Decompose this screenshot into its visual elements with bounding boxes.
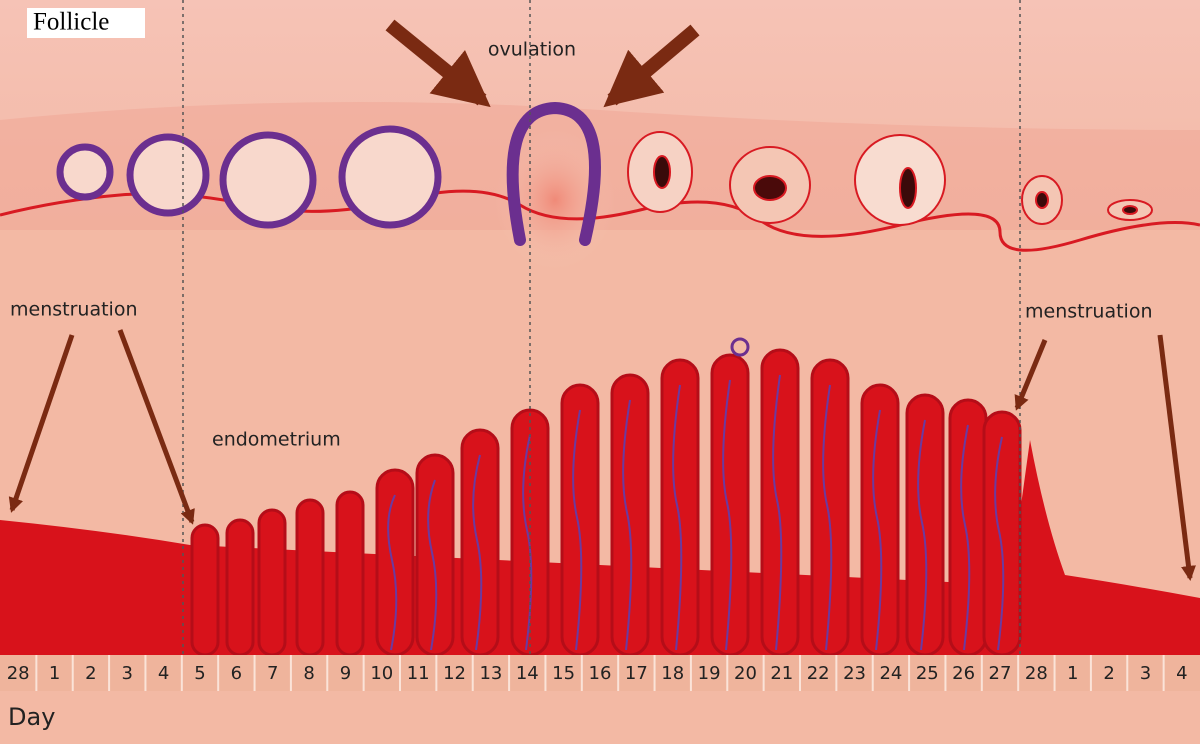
day-label: 9	[340, 663, 351, 684]
day-label: 1	[49, 663, 60, 684]
day-label: 28	[7, 663, 30, 684]
day-label: 4	[158, 663, 169, 684]
corpus-albicans-core	[1122, 205, 1138, 215]
ovary-surface	[0, 189, 1200, 252]
day-label: 21	[770, 663, 793, 684]
follicle	[338, 125, 442, 229]
corpus-luteum-core	[753, 175, 787, 201]
ovulation-label: ovulation	[488, 39, 576, 61]
blood-vessel	[994, 436, 1005, 651]
blood-vessel	[960, 424, 971, 651]
day-label: 16	[589, 663, 612, 684]
day-label: 8	[303, 663, 314, 684]
follicle	[219, 131, 317, 229]
day-label: 2	[1103, 663, 1114, 684]
blood-vessel	[427, 479, 438, 651]
follicle	[56, 143, 114, 201]
endometrium-gland	[225, 518, 255, 657]
arrow	[1014, 339, 1048, 411]
day-label: 23	[843, 663, 866, 684]
blood-vessel	[387, 494, 398, 651]
arrow	[8, 334, 75, 513]
day-label: 11	[407, 663, 430, 684]
day-label: 17	[625, 663, 648, 684]
endometrium-label: endometrium	[212, 429, 341, 451]
egg	[730, 337, 750, 357]
blood-vessel	[772, 374, 783, 651]
day-axis-label: Day	[8, 703, 55, 731]
endometrium-gland	[257, 508, 287, 657]
day-label: 14	[516, 663, 539, 684]
corpus-albicans-core	[1035, 191, 1049, 209]
blood-vessel	[572, 409, 583, 651]
day-label: 22	[807, 663, 830, 684]
endometrium-gland	[190, 523, 220, 657]
blood-vessel	[872, 409, 883, 651]
day-label: 18	[661, 663, 684, 684]
arrow	[117, 329, 195, 525]
menstruation-label: menstruation	[10, 299, 137, 321]
day-label: 15	[552, 663, 575, 684]
arrow	[603, 24, 700, 108]
day-label: 28	[1025, 663, 1048, 684]
day-label: 7	[267, 663, 278, 684]
day-label: 25	[916, 663, 939, 684]
corpus-albicans-core	[899, 167, 917, 209]
day-label: 1	[1067, 663, 1078, 684]
day-label: 12	[443, 663, 466, 684]
day-label: 24	[879, 663, 902, 684]
day-label: 20	[734, 663, 757, 684]
endometrium-gland	[295, 498, 325, 657]
day-label: 3	[122, 663, 133, 684]
menstruation-label: menstruation	[1025, 301, 1152, 323]
blood-vessel	[472, 454, 483, 651]
day-label: 13	[479, 663, 502, 684]
day-label: 3	[1140, 663, 1151, 684]
day-cells: 28 1 2 3 4 5 6 7 8 9 10 11 12 13 14 15 16 17 18 19 20 21 22 23 2…	[7, 655, 1188, 691]
corpus-luteum-core	[653, 155, 671, 189]
blood-vessel	[917, 419, 928, 651]
follicle-label-box	[27, 8, 145, 38]
endometrium-gland	[335, 490, 365, 657]
ruptured-follicle	[506, 101, 601, 246]
arrow	[385, 19, 491, 108]
day-label: 2	[85, 663, 96, 684]
blood-vessel	[672, 384, 683, 651]
blood-vessel	[822, 384, 833, 651]
blood-vessel	[622, 399, 633, 651]
follicle	[126, 133, 210, 217]
day-strip	[0, 655, 1200, 691]
blood-vessel	[722, 379, 733, 651]
follicle-label: Follicle	[33, 9, 109, 36]
blood-vessel	[522, 434, 533, 651]
day-label: 27	[989, 663, 1012, 684]
arrows	[8, 19, 1196, 581]
follicles	[56, 125, 442, 229]
corpus-luteum	[627, 131, 1153, 226]
arrow	[1157, 334, 1196, 581]
day-label: 5	[194, 663, 205, 684]
day-label: 19	[698, 663, 721, 684]
day-label: 6	[231, 663, 242, 684]
day-label: 4	[1176, 663, 1187, 684]
day-label: 26	[952, 663, 975, 684]
day-label: 10	[370, 663, 393, 684]
